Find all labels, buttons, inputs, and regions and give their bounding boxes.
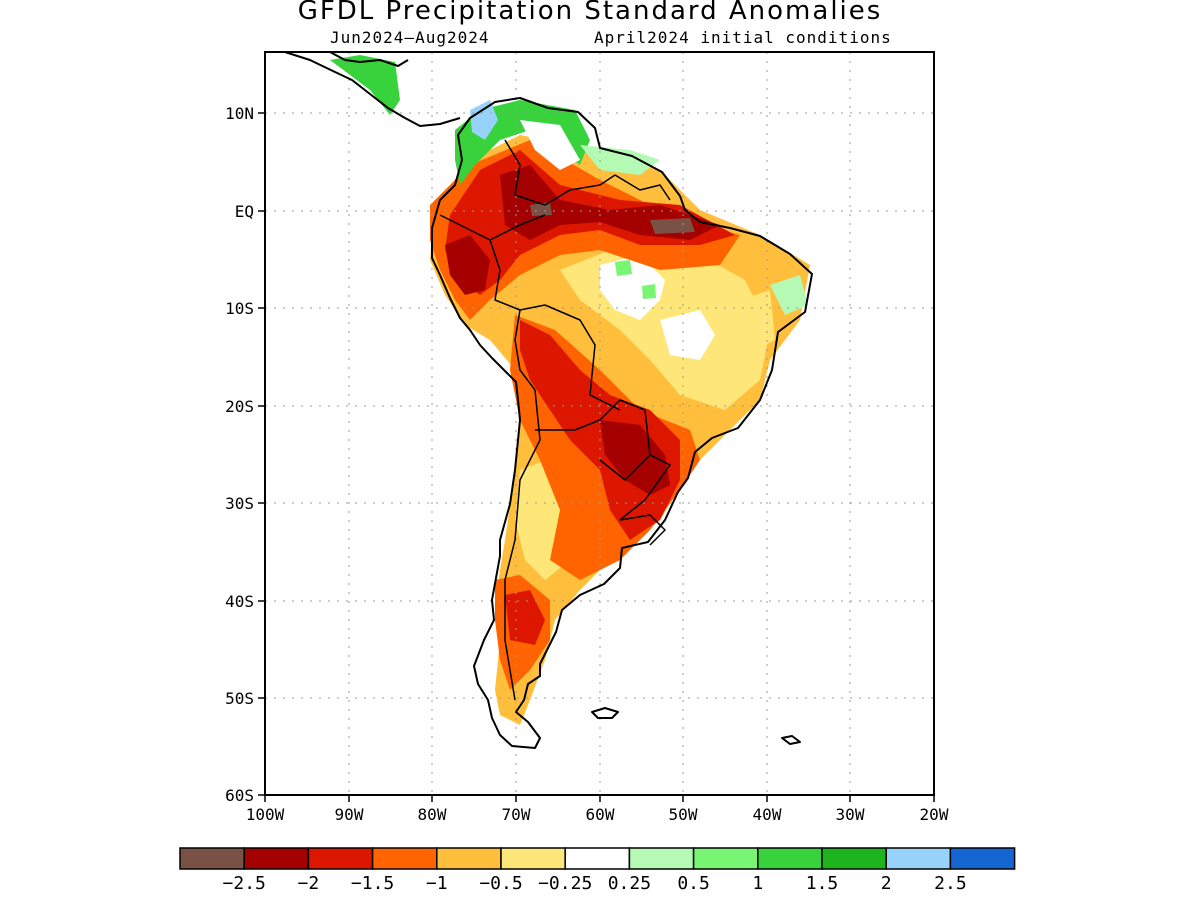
colorbar-label: −0.25 — [538, 873, 592, 894]
border-venezuela-brazil — [544, 174, 616, 206]
field-green-spot-1 — [615, 260, 632, 276]
border-chile-argentina — [504, 389, 541, 701]
colorbar-labels: −2.5 −2 −1.5 −1 −0.5 −0.25 0.25 0.5 1 1.… — [223, 873, 967, 894]
lat-label-60s: 60S — [225, 786, 254, 805]
field-green-central-america — [330, 55, 400, 115]
border-colombia-peru — [489, 214, 546, 241]
lat-label-10s: 10S — [225, 299, 254, 318]
lon-label-80w: 80W — [418, 805, 447, 824]
colorbar-swatch — [179, 847, 245, 870]
anomaly-field — [330, 55, 810, 725]
colorbar-swatch — [692, 847, 759, 870]
south-georgia — [781, 735, 801, 745]
field-white-north — [520, 120, 580, 170]
colorbar-label: −2.5 — [223, 873, 266, 894]
colorbar-label: 1.5 — [806, 873, 839, 894]
colorbar-swatch — [243, 847, 310, 870]
colorbar-swatch — [371, 847, 438, 870]
colorbar-swatch — [564, 847, 631, 870]
border-peru-brazil — [489, 239, 546, 311]
border-bolivia-argentina — [535, 419, 601, 431]
lon-label-70w: 70W — [502, 805, 531, 824]
border-peru-bolivia — [514, 309, 536, 391]
field-red-patagonia — [505, 590, 545, 645]
coastlines — [284, 52, 813, 749]
longitude-ticks — [264, 795, 935, 802]
field-darkred-peru — [445, 235, 490, 295]
lon-label-20w: 20W — [920, 805, 949, 824]
lat-label-50s: 50S — [225, 689, 254, 708]
colorbar-swatch — [949, 847, 1016, 870]
colorbar-swatch — [821, 847, 887, 870]
south-america-coastline — [431, 97, 813, 749]
latitude-ticks — [258, 112, 265, 796]
colorbar-label: −1.5 — [351, 873, 394, 894]
lat-label-20s: 20S — [225, 397, 254, 416]
colorbar-swatch — [307, 847, 374, 870]
colorbar-label: 2.5 — [934, 873, 967, 894]
lat-label-40s: 40S — [225, 592, 254, 611]
latitude-labels: 10N EQ 10S 20S 30S 40S 50S 60S — [225, 104, 254, 805]
colorbar-swatch — [757, 847, 823, 870]
colorbar-swatches — [179, 847, 1016, 870]
falklands — [591, 707, 619, 719]
field-light-yellow-east — [740, 290, 775, 350]
border-uruguay — [619, 514, 666, 546]
central-america-north-coast — [329, 52, 409, 67]
border-colombia-venezuela — [504, 139, 546, 206]
colorbar-label: 0.25 — [608, 873, 651, 894]
colorbar-label: 0.5 — [677, 873, 710, 894]
country-borders — [439, 139, 671, 701]
lat-label-30s: 30S — [225, 494, 254, 513]
colorbar-swatch — [436, 847, 502, 870]
lon-label-40w: 40W — [753, 805, 782, 824]
field-darkred-paraguay — [600, 420, 670, 495]
central-america-coastline — [284, 52, 461, 127]
border-ecuador-peru — [439, 214, 491, 241]
colorbar: −2.5 −2 −1.5 −1 −0.5 −0.25 0.25 0.5 1 1.… — [179, 847, 1016, 894]
map-title: GFDL Precipitation Standard Anomalies — [297, 0, 883, 26]
colorbar-label: −0.5 — [479, 873, 522, 894]
colorbar-swatch — [885, 847, 952, 870]
field-brown-amazon-2 — [650, 218, 695, 234]
lon-label-60w: 60W — [586, 805, 615, 824]
field-neutral-white-2 — [660, 310, 715, 360]
border-paraguay — [599, 399, 651, 481]
colorbar-swatch — [628, 847, 695, 870]
lon-label-90w: 90W — [335, 805, 364, 824]
initial-conditions-subtitle: April2024 initial conditions — [594, 28, 892, 47]
field-green-spot-2 — [642, 284, 656, 299]
lat-label-10n: 10N — [225, 104, 254, 123]
lon-label-50w: 50W — [669, 805, 698, 824]
field-blue-venezuela — [470, 100, 498, 140]
longitude-labels: 100W 90W 80W 70W 60W 50W 40W 30W 20W — [246, 805, 949, 824]
colorbar-label: −1 — [426, 873, 448, 894]
field-lightgreen-east — [770, 275, 808, 315]
border-argentina-brazil — [619, 454, 671, 521]
lon-label-30w: 30W — [836, 805, 865, 824]
border-bolivia-brazil — [544, 304, 621, 411]
colorbar-label: −2 — [298, 873, 320, 894]
season-subtitle: Jun2024–Aug2024 — [330, 28, 490, 47]
lon-label-100w: 100W — [246, 805, 285, 824]
colorbar-label: 2 — [881, 873, 892, 894]
lat-label-eq: EQ — [235, 202, 254, 221]
graticule — [265, 52, 934, 795]
field-brown-amazon-1 — [530, 202, 552, 216]
border-guianas — [614, 174, 671, 201]
colorbar-swatch — [500, 847, 566, 870]
field-neutral-white — [600, 255, 665, 320]
colorbar-label: 1 — [752, 873, 763, 894]
